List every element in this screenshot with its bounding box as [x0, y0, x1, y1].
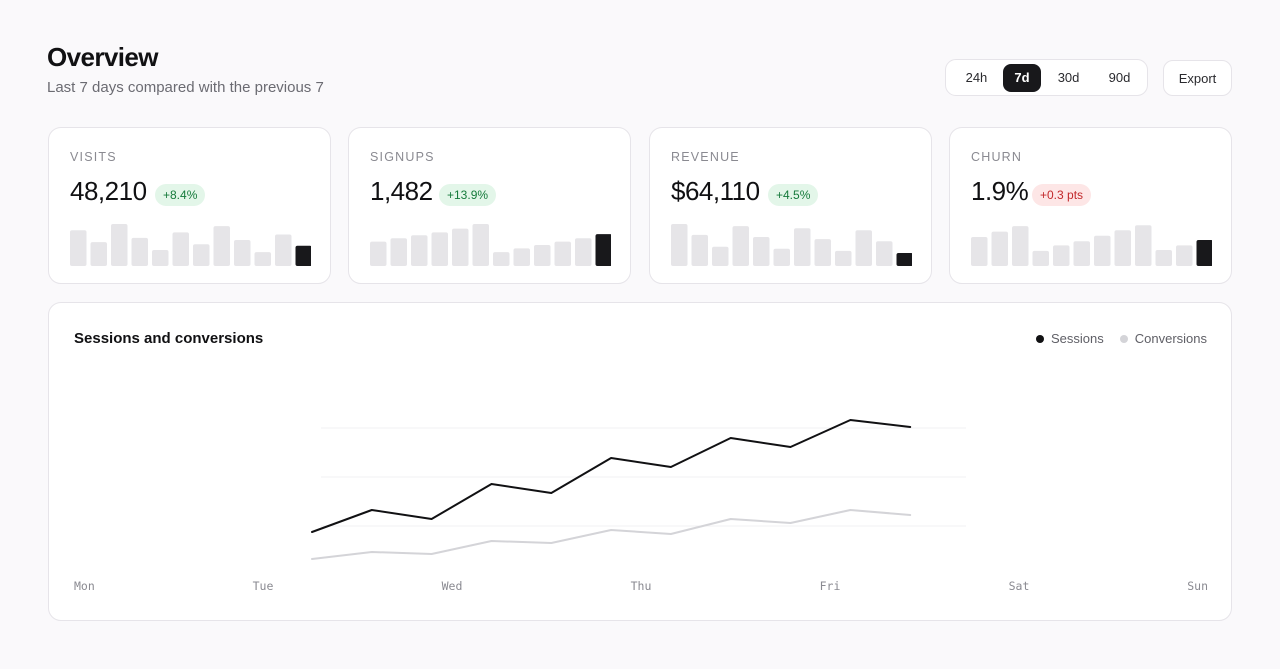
kpi-delta-badge: +13.9% — [439, 184, 497, 206]
sparkbar — [1176, 245, 1193, 266]
export-button[interactable]: Export — [1163, 60, 1232, 96]
sparkbar-current — [1196, 240, 1212, 266]
legend-label: Sessions — [1050, 331, 1104, 346]
sparkbar — [513, 248, 530, 266]
kpi-card-churn: CHURN 1.9% +0.3 pts — [949, 127, 1232, 284]
legend-item-conversions[interactable]: Conversions — [1119, 331, 1207, 346]
chart-legend: Sessions Conversions — [1020, 331, 1207, 346]
kpi-value: 1,482 — [370, 176, 433, 206]
kpi-sparkbars — [370, 224, 611, 266]
sparkbar — [554, 241, 571, 266]
sparkbar — [835, 250, 852, 266]
kpi-card-signups: SIGNUPS 1,482 +13.9% — [348, 127, 631, 284]
sparkbar — [794, 228, 811, 266]
sparkbar — [1073, 241, 1090, 266]
range-24h-button[interactable]: 24h — [950, 64, 1003, 92]
legend-dot-icon — [1119, 334, 1128, 343]
sparkbar — [172, 232, 189, 266]
sparkbar — [1114, 230, 1131, 266]
sparkbar — [152, 250, 169, 266]
sparkbar-current — [295, 245, 311, 266]
sparkbar — [1094, 235, 1111, 266]
sparkbar-current — [896, 253, 912, 266]
sparkbar — [90, 242, 107, 266]
page-subtitle: Last 7 days compared with the previous 7 — [47, 79, 324, 96]
x-tick-label: Tue — [253, 579, 274, 593]
sparkbar — [971, 237, 988, 266]
sparkbar — [855, 230, 872, 266]
sparkbar — [254, 252, 271, 266]
kpi-sparkbars — [671, 224, 912, 266]
kpi-label: REVENUE — [671, 150, 740, 164]
kpi-value: 48,210 — [70, 176, 147, 206]
series-line-sessions — [311, 419, 912, 533]
kpi-value: 1.9% — [971, 176, 1029, 206]
legend-dot-icon — [1035, 334, 1044, 343]
kpi-label: SIGNUPS — [370, 150, 435, 164]
sparkbar — [671, 224, 688, 266]
sparkbar — [773, 248, 790, 266]
sparkbar — [534, 245, 551, 266]
range-7d-button[interactable]: 7d — [1002, 63, 1042, 92]
sparkbar — [814, 239, 831, 266]
sparkbar — [370, 241, 387, 266]
kpi-delta-badge: +0.3 pts — [1032, 184, 1092, 206]
sparkbar — [431, 232, 448, 266]
sparkbar — [70, 230, 87, 266]
sparkbar — [732, 226, 749, 266]
chart-title: Sessions and conversions — [74, 330, 264, 347]
sparkbar — [1155, 250, 1172, 266]
sparkbar — [876, 241, 893, 266]
x-tick-label: Wed — [442, 579, 463, 593]
kpi-label: CHURN — [971, 150, 1023, 164]
legend-item-sessions[interactable]: Sessions — [1035, 331, 1104, 346]
line-chart: Mon Tue Wed Thu Fri Sat Sun — [74, 419, 1208, 593]
sparkbar — [1032, 250, 1049, 266]
time-range-selector: 24h 7d 30d 90d — [945, 59, 1148, 96]
sparkbar — [213, 226, 230, 266]
x-tick-label: Sun — [1187, 579, 1208, 593]
kpi-delta-badge: +4.5% — [768, 184, 819, 206]
sparkbar — [275, 234, 292, 266]
sparkbar — [991, 231, 1008, 266]
x-tick-label: Sat — [1009, 579, 1030, 593]
sparkbar — [131, 237, 148, 266]
x-tick-label: Mon — [74, 579, 95, 593]
sparkbar — [411, 235, 428, 266]
kpi-label: VISITS — [70, 150, 117, 164]
sparkbar — [193, 244, 210, 266]
series-line-conversions — [311, 509, 912, 560]
kpi-sparkbars — [70, 224, 311, 266]
kpi-card-revenue: REVENUE $64,110 +4.5% — [649, 127, 932, 284]
sparkbar — [753, 237, 770, 266]
sparkbar — [1135, 225, 1152, 266]
sparkbar — [493, 252, 510, 266]
range-30d-button[interactable]: 30d — [1041, 64, 1096, 92]
x-tick-label: Thu — [631, 579, 652, 593]
sparkbar — [452, 228, 469, 266]
sparkbar — [712, 246, 729, 266]
kpi-value: $64,110 — [671, 176, 760, 206]
sparkbar — [1053, 245, 1070, 266]
sparkbar — [691, 234, 708, 266]
x-tick-label: Fri — [820, 579, 841, 593]
kpi-card-visits: VISITS 48,210 +8.4% — [48, 127, 331, 284]
page-title: Overview — [47, 42, 158, 72]
sparkbar — [472, 224, 489, 266]
sparkbar — [111, 224, 128, 266]
sparkbar — [1012, 226, 1029, 266]
kpi-delta-badge: +8.4% — [155, 184, 206, 206]
kpi-sparkbars — [971, 225, 1212, 266]
sparkbar-current — [595, 234, 611, 266]
sparkbar — [575, 238, 592, 266]
sessions-chart-card: Sessions and conversions Sessions Conver… — [48, 302, 1232, 621]
legend-label: Conversions — [1134, 331, 1207, 346]
sparkbar — [390, 238, 407, 266]
sparkbar — [234, 240, 251, 266]
range-90d-button[interactable]: 90d — [1096, 64, 1143, 92]
